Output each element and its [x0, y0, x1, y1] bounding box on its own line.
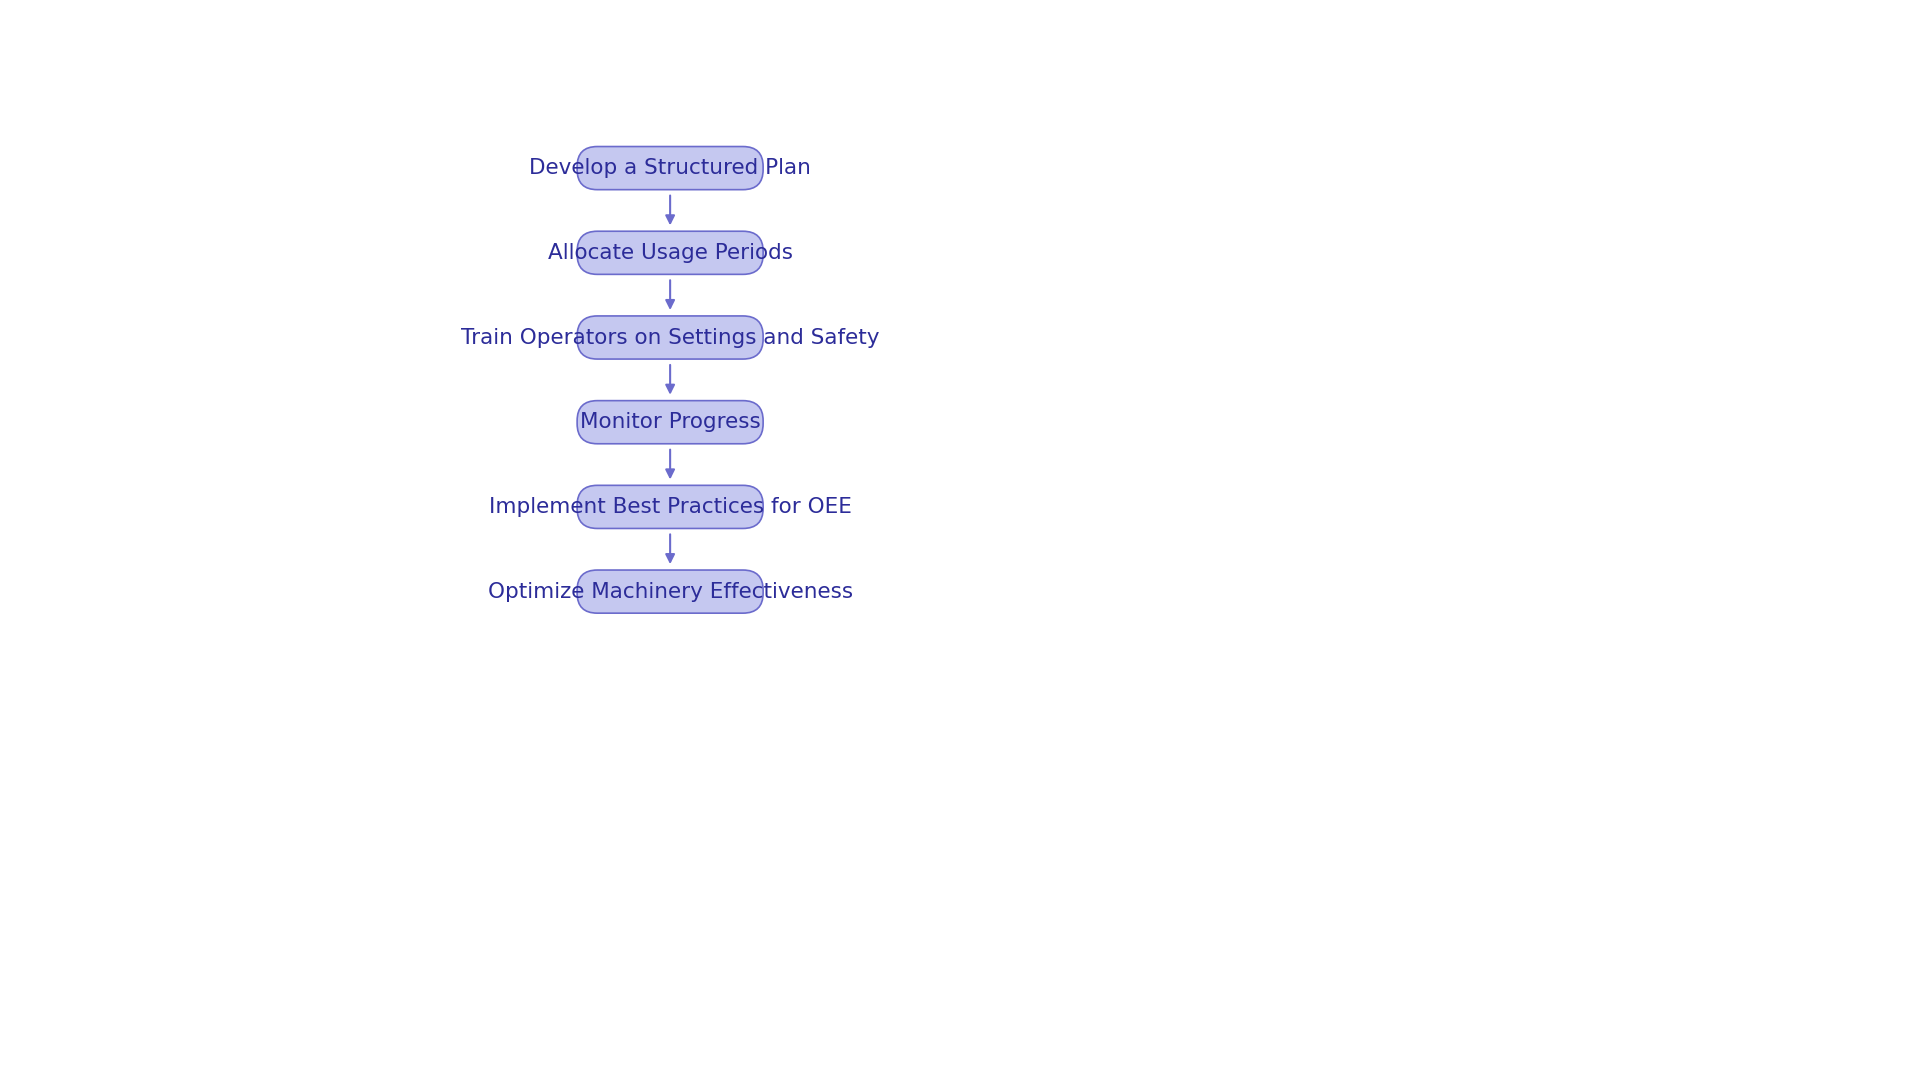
FancyBboxPatch shape — [578, 401, 762, 444]
FancyBboxPatch shape — [578, 147, 762, 190]
FancyBboxPatch shape — [578, 316, 762, 359]
Text: Implement Best Practices for OEE: Implement Best Practices for OEE — [490, 497, 852, 517]
Text: Allocate Usage Periods: Allocate Usage Periods — [547, 243, 793, 262]
Text: Monitor Progress: Monitor Progress — [580, 413, 760, 432]
Text: Train Operators on Settings and Safety: Train Operators on Settings and Safety — [461, 327, 879, 348]
Text: Develop a Structured Plan: Develop a Structured Plan — [530, 158, 810, 178]
FancyBboxPatch shape — [578, 231, 762, 274]
Text: Optimize Machinery Effectiveness: Optimize Machinery Effectiveness — [488, 582, 852, 602]
FancyBboxPatch shape — [578, 485, 762, 528]
FancyBboxPatch shape — [578, 570, 762, 613]
